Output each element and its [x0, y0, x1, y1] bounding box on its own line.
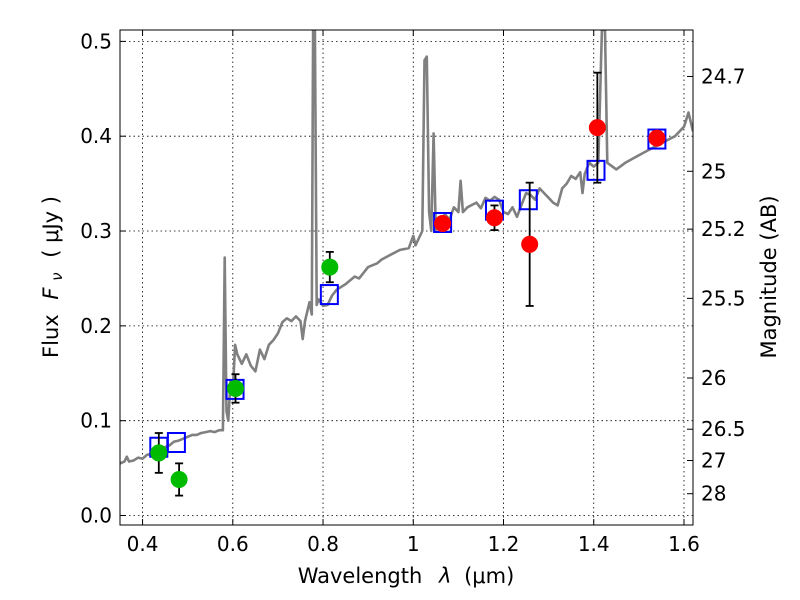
x-tick-label: 1 [407, 532, 420, 556]
x-tick-label: 1.6 [668, 532, 700, 556]
x-axis-label-unit: (μm) [464, 564, 514, 588]
model-photometry-square [319, 284, 339, 306]
model-photometry-square [586, 159, 606, 181]
model-photometry-square [647, 128, 667, 150]
model-photometry-square [433, 212, 453, 233]
y2-tick-label: 27 [701, 449, 726, 473]
plot-frame [119, 29, 694, 526]
y2-tick-label: 26.5 [701, 417, 746, 441]
nir-photometry-point [434, 214, 452, 232]
x-tick-label: 0.4 [127, 532, 159, 556]
y2-tick-label: 24.7 [701, 64, 746, 88]
optical-photometry-point [227, 379, 245, 397]
y-axis-label-symbol: F [39, 287, 63, 300]
x-axis-label-text: Wavelength [298, 564, 423, 588]
y-tick-label: 0.0 [80, 504, 112, 528]
y-tick-label: 0.5 [80, 29, 112, 53]
y2-tick-label: 25 [701, 159, 726, 183]
nir-photometry-point [588, 119, 606, 137]
x-tick-label: 0.8 [307, 532, 339, 556]
y-tick-label: 0.4 [80, 124, 112, 148]
y2-tick-label: 28 [701, 482, 726, 506]
grid [120, 30, 693, 525]
nir-photometry-point [485, 209, 503, 227]
x-tick-label: 1.2 [488, 532, 520, 556]
x-tick-label: 0.6 [217, 532, 249, 556]
model-photometry-square [518, 189, 538, 211]
y-axis-label-subscript: ν [48, 272, 66, 280]
optical-photometry-point [321, 258, 339, 276]
axis-ticks: 0.4 0.6 0.8 1 1.2 1.4 1.6 0.0 0.1 0.2 0.3 0.4 0.5 24.… [80, 29, 745, 556]
x-axis-label-symbol: λ [438, 564, 451, 588]
y2-tick-label: 25.5 [701, 286, 746, 310]
y-axis-label: Flux F ν ( μJy ) [39, 196, 67, 358]
nir-photometry-point [648, 129, 666, 147]
plot-area [120, 30, 693, 497]
x-tick-label: 1.4 [578, 532, 610, 556]
y-axis-label-text: Flux [39, 314, 63, 358]
nir-photometry-point [521, 235, 539, 253]
y-axis-label-unit: ( μJy ) [39, 196, 63, 258]
spectrum-line [120, 30, 693, 465]
x-axis-label: Wavelength λ (μm) [298, 564, 515, 588]
y-tick-label: 0.3 [80, 219, 112, 243]
y-tick-label: 0.1 [80, 409, 112, 433]
optical-photometry-point [170, 470, 188, 488]
y2-tick-label: 25.2 [701, 217, 746, 241]
optical-photometry-point [150, 444, 168, 462]
model-photometry-square [166, 432, 186, 453]
y-tick-label: 0.2 [80, 314, 112, 338]
secondary-y-axis-label: Magnitude (AB) [757, 195, 781, 358]
y2-tick-label: 26 [701, 366, 726, 390]
